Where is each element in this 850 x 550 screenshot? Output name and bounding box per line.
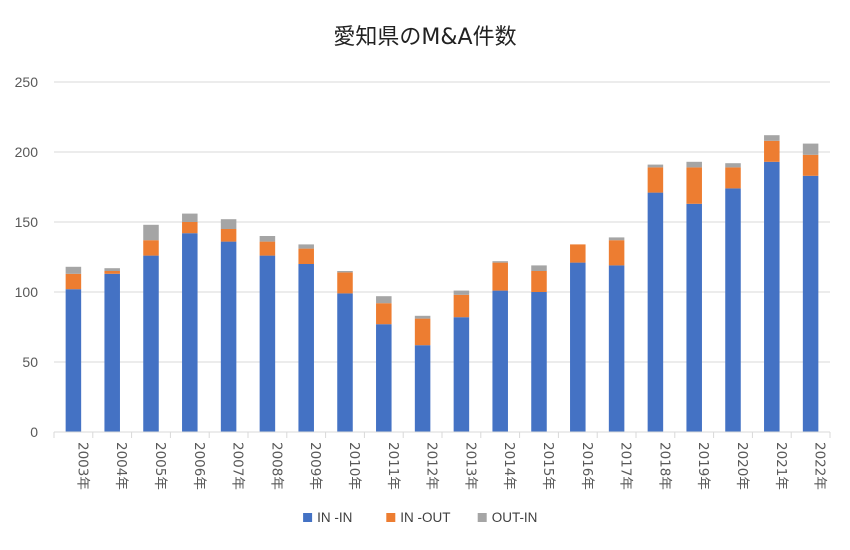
bar-segment [259,241,276,256]
bar-segment [647,164,664,168]
x-axis: 2003年 2004年 2005年 2006年 2007年 2008年 2009年 2010年… [53,431,831,490]
bar-segment [647,192,664,432]
y-tick-label: 50 [22,354,38,370]
x-tick-label: 2018年 [656,442,672,490]
bar-segment [531,265,547,271]
bar-segment [570,244,586,263]
bar-segment [414,345,431,432]
bar-segment [453,294,470,318]
bar-segment [220,219,237,229]
bar-segment [802,154,819,176]
bar-segment [143,240,159,256]
legend-swatch [386,513,396,522]
x-tick-label: 2006年 [191,442,207,490]
bar-segment [298,248,314,264]
bar-segment [337,293,353,432]
bar-segment [65,266,82,274]
bar-segment [608,265,625,432]
bar-segment [65,273,82,290]
x-tick-label: 2003年 [74,442,90,490]
bar-segment [143,255,159,432]
y-tick-label: 200 [15,144,39,160]
legend-label: IN -IN [317,510,352,525]
bars [65,135,819,433]
bar-segment [182,233,198,432]
x-tick-label: 2022年 [812,442,828,490]
y-tick-label: 150 [15,214,39,230]
legend-swatch [477,513,487,522]
x-tick-label: 2013年 [462,442,478,490]
legend-label: IN -OUT [400,510,450,525]
bar-segment [104,273,120,432]
x-tick-label: 2014年 [501,442,517,490]
bar-segment [725,167,741,189]
bar-segment [220,229,237,242]
bar-segment [608,237,625,241]
bar-segment [298,244,314,249]
bar-segment [376,324,392,432]
bar-segment [414,315,431,319]
bar-segment [259,236,276,242]
x-tick-label: 2008年 [268,442,284,490]
bar-segment [220,241,237,432]
bar-segment [764,161,780,433]
bar-segment [182,222,198,234]
x-tick-label: 2007年 [230,442,246,490]
bar-segment [764,135,780,141]
bar-segment [259,255,276,432]
x-tick-label: 2016年 [579,442,595,490]
bar-segment [802,143,819,155]
x-tick-label: 2019年 [695,442,711,490]
bar-segment [725,188,741,432]
x-tick-label: 2009年 [307,442,323,490]
bar-segment [492,261,508,263]
x-tick-label: 2010年 [346,442,362,490]
x-tick-label: 2005年 [152,442,168,490]
x-tick-label: 2020年 [734,442,750,490]
bar-segment [414,318,431,346]
bar-segment [531,271,547,292]
bar-segment [453,317,470,432]
bar-segment [337,271,353,273]
bar-segment [686,167,702,204]
x-tick-label: 2015年 [540,442,556,490]
bar-segment [492,290,508,432]
bar-segment [570,262,586,432]
bar-segment [376,303,392,325]
bar-segment [531,292,547,432]
bar-segment [65,289,82,432]
legend-label: OUT-IN [492,510,538,525]
bar-segment [764,140,780,162]
bar-segment [453,290,470,295]
bar-segment [686,203,702,432]
y-tick-label: 100 [15,284,39,300]
bar-segment [608,240,625,266]
x-tick-label: 2012年 [424,442,440,490]
bar-segment [686,161,702,168]
bar-segment [492,262,508,291]
x-tick-label: 2017年 [618,442,634,490]
bar-segment [104,271,120,274]
bar-segment [376,296,392,304]
bar-segment [647,167,664,193]
bar-segment [298,264,314,432]
bar-segment [337,272,353,294]
bar-segment [182,213,198,222]
x-tick-label: 2011年 [385,442,401,490]
bar-segment [802,175,819,433]
y-axis: 0 50 100 150 200 250 [15,74,39,440]
gridlines [54,81,830,433]
bar-segment [104,268,120,271]
x-tick-label: 2021年 [773,442,789,490]
legend: IN -IN IN -OUT OUT-IN [303,510,537,525]
x-tick-label: 2004年 [113,442,129,490]
chart-title: 愛知県のM&A件数 [333,25,516,50]
y-tick-label: 250 [15,74,39,90]
y-tick-label: 0 [30,424,38,440]
legend-swatch [303,513,313,522]
bar-segment [143,224,159,241]
bar-segment [725,163,741,168]
